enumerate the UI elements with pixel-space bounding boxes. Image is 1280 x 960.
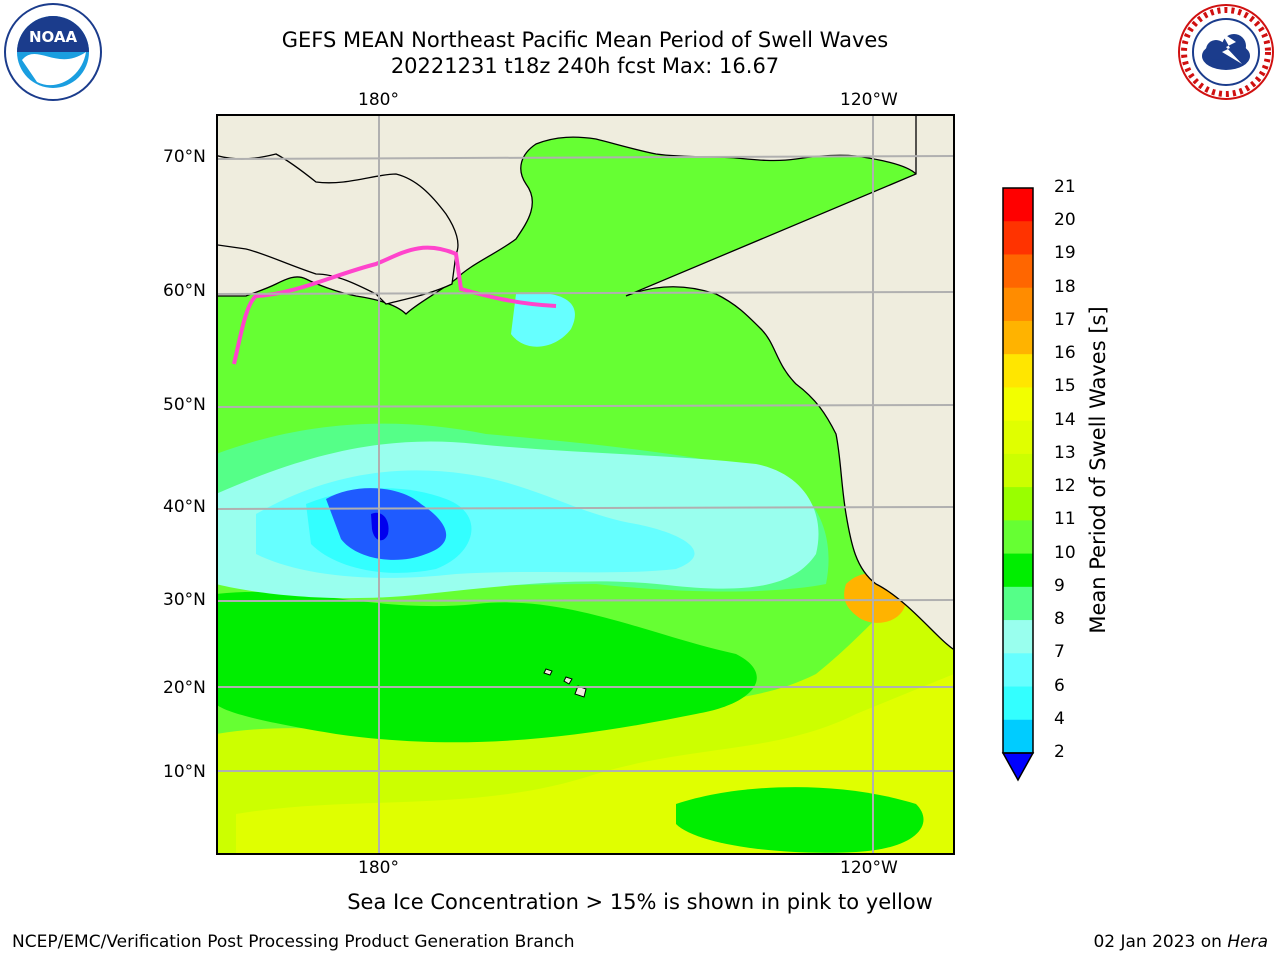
- colorbar-cell: [1003, 254, 1033, 289]
- colorbar-tick-label: 12: [1054, 476, 1076, 497]
- swell-11-south: [676, 787, 924, 853]
- gridlines: [217, 115, 954, 854]
- colorbar-extend-min: [1001, 752, 1035, 782]
- colorbar-cell: [1003, 453, 1033, 488]
- colorbar-tick-label: 9: [1054, 575, 1065, 596]
- colorbar-tick-label: 19: [1054, 243, 1076, 264]
- colorbar-cell: [1003, 487, 1033, 521]
- lat-label-70n: 70°N: [163, 147, 206, 167]
- chart-subtitle: 20221231 t18z 240h fcst Max: 16.67: [390, 54, 780, 78]
- nws-logo: [1178, 4, 1274, 100]
- colorbar-cell: [1003, 287, 1033, 322]
- colorbar: [1001, 187, 1035, 782]
- footer-date-text: 02 Jan 2023 on: [1093, 932, 1222, 952]
- colorbar-tick-label: 20: [1054, 210, 1076, 231]
- colorbar-cell: [1003, 354, 1033, 388]
- footer-host: Hera: [1227, 932, 1268, 952]
- map-frame: [216, 114, 955, 855]
- colorbar-cell: [1003, 586, 1033, 621]
- swell-11-region: [217, 592, 757, 743]
- colorbar-tick-label: 15: [1054, 376, 1076, 397]
- colorbar-tick-label: 10: [1054, 542, 1076, 563]
- colorbar-tick-label: 18: [1054, 276, 1076, 297]
- colorbar-tick-label: 14: [1054, 409, 1076, 430]
- colorbar-tick-label: 21: [1054, 177, 1076, 197]
- chart-title: GEFS MEAN Northeast Pacific Mean Period …: [281, 28, 889, 52]
- colorbar-tick-label: 7: [1054, 642, 1065, 663]
- top-lon-label-180: 180°: [358, 90, 399, 110]
- colorbar-cell: [1003, 553, 1033, 588]
- colorbar-cell: [1003, 320, 1033, 355]
- colorbar-frame: [1002, 187, 1034, 754]
- gulf-alaska-patch: [511, 292, 575, 347]
- colorbar-tick-label: 13: [1054, 442, 1076, 463]
- lat-label-20n: 20°N: [163, 678, 206, 698]
- lat-label-30n: 30°N: [163, 590, 206, 610]
- colorbar-cell: [1003, 719, 1033, 754]
- noaa-logo: NOAA: [4, 3, 102, 101]
- colorbar-cell: [1003, 221, 1033, 255]
- colorbar-cell: [1003, 520, 1033, 555]
- footer-branch: NCEP/EMC/Verification Post Processing Pr…: [12, 932, 575, 952]
- colorbar-cell: [1003, 420, 1033, 455]
- lat-label-10n: 10°N: [163, 762, 206, 782]
- colorbar-tick-label: 17: [1054, 309, 1076, 330]
- land-siberia: [217, 153, 459, 305]
- map-panel: [216, 114, 955, 855]
- colorbar-cell: [1003, 686, 1033, 721]
- bottom-lon-label-120w: 120°W: [840, 858, 898, 878]
- colorbar-cell: [1003, 188, 1033, 222]
- lat-label-40n: 40°N: [163, 497, 206, 517]
- colorbar-tick-label: 8: [1054, 609, 1065, 630]
- colorbar-cell: [1003, 620, 1033, 654]
- top-lon-label-120w: 120°W: [840, 90, 898, 110]
- lat-label-50n: 50°N: [163, 395, 206, 415]
- lat-label-60n: 60°N: [163, 281, 206, 301]
- sea-ice-note: Sea Ice Concentration > 15% is shown in …: [347, 890, 933, 914]
- colorbar-tick-label: 4: [1054, 708, 1065, 729]
- colorbar-tick-label: 2: [1054, 742, 1065, 762]
- colorbar-tick-label: 16: [1054, 343, 1076, 364]
- colorbar-tick-label: 6: [1054, 675, 1065, 696]
- colorbar-cell: [1003, 653, 1033, 688]
- bottom-lon-label-180: 180°: [358, 858, 399, 878]
- footer-date: 02 Jan 2023 on Hera: [1093, 932, 1268, 952]
- colorbar-tick-label: 11: [1054, 509, 1076, 530]
- colorbar-cell: [1003, 387, 1033, 422]
- colorbar-label: Mean Period of Swell Waves [s]: [1086, 306, 1110, 634]
- noaa-logo-text: NOAA: [29, 28, 78, 46]
- sea-ice-fringe: [232, 245, 557, 365]
